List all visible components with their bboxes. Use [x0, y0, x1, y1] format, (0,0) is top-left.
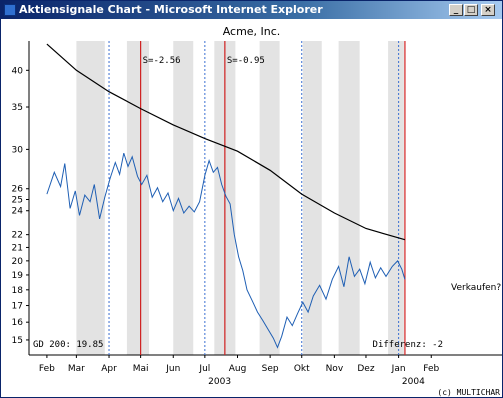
- x-tick-label: Sep: [262, 364, 279, 374]
- x-tick-label: Jun: [165, 364, 180, 374]
- shaded-band: [173, 41, 194, 355]
- recommendation-label: Verkaufen?: [451, 283, 501, 293]
- y-tick-label: 16: [12, 318, 24, 328]
- y-tick-label: 18: [12, 286, 24, 296]
- y-tick-label: 30: [12, 145, 24, 155]
- gd200-annotation: GD 200: 19.85: [33, 340, 103, 350]
- x-tick-label: Jan: [391, 364, 406, 374]
- y-tick-label: 21: [12, 243, 23, 253]
- y-tick-label: 17: [12, 302, 23, 312]
- y-tick-label: 24: [12, 207, 24, 217]
- copyright-label: (c) MULTICHAR: [437, 388, 500, 397]
- shaded-band: [126, 41, 150, 355]
- window-title: Aktiensignale Chart - Microsoft Internet…: [19, 3, 323, 16]
- minimize-button[interactable]: _: [449, 4, 463, 16]
- x-tick-label: Dez: [357, 364, 374, 374]
- x-tick-label: Jul: [198, 364, 210, 374]
- shaded-band: [388, 41, 404, 355]
- maximize-button[interactable]: □: [464, 4, 478, 16]
- x-tick-label: Mar: [68, 364, 85, 374]
- close-button[interactable]: ×: [481, 4, 495, 16]
- chart-title: Acme, Inc.: [222, 25, 281, 38]
- x-tick-label: Mai: [133, 364, 149, 374]
- y-tick-label: 25: [12, 196, 23, 206]
- y-tick-label: 20: [12, 257, 24, 267]
- shaded-band: [259, 41, 280, 355]
- price-line: [46, 152, 406, 349]
- differenz-annotation: Differenz: -2: [373, 340, 443, 350]
- x-tick-label: Feb: [423, 364, 439, 374]
- x-tick-label: Nov: [326, 364, 344, 374]
- y-tick-label: 26: [12, 185, 24, 195]
- ie-icon: [4, 4, 16, 16]
- y-tick-label: 22: [12, 231, 23, 241]
- shaded-band: [338, 41, 360, 355]
- year-label: 2004: [402, 377, 425, 387]
- gd200-line: [46, 43, 406, 241]
- shaded-band: [302, 41, 322, 355]
- y-tick-label: 35: [12, 103, 23, 113]
- y-tick-label: 40: [12, 66, 24, 76]
- title-bar[interactable]: Aktiensignale Chart - Microsoft Internet…: [1, 1, 502, 19]
- x-tick-label: Aug: [229, 364, 247, 374]
- year-label: 2003: [208, 377, 231, 387]
- y-tick-label: 15: [12, 336, 23, 346]
- x-tick-label: Feb: [39, 364, 55, 374]
- signal-label: S=-2.56: [143, 56, 181, 66]
- x-tick-label: Apr: [101, 364, 117, 374]
- signal-label: S=-0.95: [227, 56, 265, 66]
- y-tick-label: 19: [12, 271, 24, 281]
- x-tick-label: Okt: [294, 364, 310, 374]
